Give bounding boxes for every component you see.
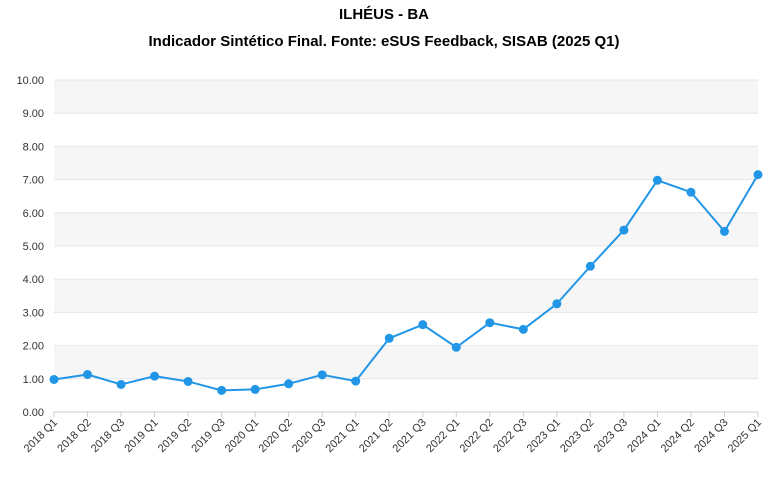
data-point[interactable] [485,318,495,328]
y-tick-label: 1.00 [23,374,44,386]
chart-title: ILHÉUS - BA [339,6,429,23]
x-tick-label: 2024 Q3 [692,417,730,455]
x-tick-label: 2021 Q2 [357,417,395,455]
x-tick-label: 2020 Q2 [256,417,294,455]
x-tick-label: 2020 Q3 [290,417,328,455]
data-point[interactable] [686,187,696,197]
chart-subtitle: Indicador Sintético Final. Fonte: eSUS F… [149,33,620,50]
x-tick-label: 2022 Q3 [491,417,529,455]
background-band [54,279,758,313]
x-tick-label: 2022 Q2 [458,417,496,455]
data-point[interactable] [585,261,595,271]
background-band [54,146,758,180]
x-tick-label: 2018 Q3 [89,417,127,455]
x-tick-label: 2018 Q2 [55,417,93,455]
x-tick-label: 2020 Q1 [223,417,261,455]
x-tick-label: 2023 Q2 [558,417,596,455]
y-tick-label: 5.00 [23,241,44,253]
x-tick-label: 2019 Q3 [189,417,227,455]
data-point[interactable] [217,385,227,395]
x-tick-label: 2021 Q3 [391,417,429,455]
x-tick-label: 2022 Q1 [424,417,462,455]
y-tick-label: 3.00 [23,307,44,319]
x-tick-label: 2019 Q1 [122,417,160,455]
data-point[interactable] [250,384,260,394]
data-point[interactable] [284,379,294,389]
data-point[interactable] [719,226,729,236]
data-point[interactable] [552,299,562,309]
background-bands [54,80,758,379]
y-tick-label: 0.00 [23,407,44,419]
data-point[interactable] [652,175,662,185]
y-tick-label: 7.00 [23,175,44,187]
data-point[interactable] [451,342,461,352]
data-point[interactable] [116,379,126,389]
x-tick-label: 2024 Q2 [659,417,697,455]
y-tick-label: 6.00 [23,208,44,220]
data-point[interactable] [351,376,361,386]
x-tick-label: 2018 Q1 [22,417,60,455]
y-tick-label: 2.00 [23,341,44,353]
data-point[interactable] [619,225,629,235]
y-axis: 0.00 1.00 2.00 3.00 4.00 5.00 6.00 7.00 8.00 9.00… [16,75,44,419]
x-tick-label: 2025 Q1 [726,417,764,455]
series-line [53,174,759,392]
background-band [54,80,758,114]
y-tick-label: 4.00 [23,274,44,286]
x-tick-label: 2024 Q1 [625,417,663,455]
x-tick-label: 2021 Q1 [324,417,362,455]
y-tick-label: 10.00 [16,75,44,87]
background-band [54,345,758,379]
y-tick-label: 8.00 [23,141,44,153]
x-tick-label: 2023 Q3 [592,417,630,455]
data-point[interactable] [418,320,428,330]
data-point[interactable] [183,376,193,386]
x-tick-label: 2019 Q2 [156,417,194,455]
series-layer [49,170,763,395]
background-band [54,212,758,246]
data-point[interactable] [83,369,93,379]
x-tick-label: 2023 Q1 [525,417,563,455]
data-point[interactable] [317,370,327,380]
data-point[interactable] [384,333,394,343]
data-point[interactable] [518,324,528,334]
data-point[interactable] [49,374,59,384]
data-point[interactable] [150,371,160,381]
y-tick-label: 9.00 [23,108,44,120]
data-point[interactable] [753,170,763,180]
